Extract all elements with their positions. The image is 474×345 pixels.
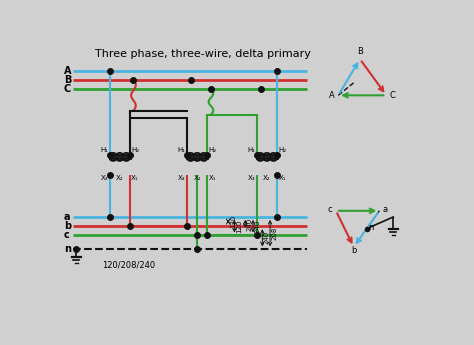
Text: 240: 240 <box>255 219 261 233</box>
Text: 120: 120 <box>236 219 242 233</box>
Text: n: n <box>64 244 71 254</box>
Text: 240: 240 <box>264 231 270 244</box>
Text: X₃: X₃ <box>178 175 186 181</box>
Text: A: A <box>64 66 72 76</box>
Text: X₁: X₁ <box>131 175 138 181</box>
Text: C: C <box>390 91 395 100</box>
Text: b: b <box>64 221 71 231</box>
Text: B: B <box>64 75 71 85</box>
Text: Three phase, three-wire, delta primary: Three phase, three-wire, delta primary <box>95 49 310 59</box>
Text: b: b <box>351 246 356 255</box>
Text: X₃: X₃ <box>248 175 255 181</box>
Text: H₂: H₂ <box>209 147 217 153</box>
Text: H₁: H₁ <box>178 147 186 153</box>
Text: A: A <box>329 91 335 100</box>
Text: B: B <box>357 47 363 56</box>
Text: X₁: X₁ <box>209 175 216 181</box>
Text: X₂: X₂ <box>116 175 124 181</box>
Text: c: c <box>328 205 332 214</box>
Text: C: C <box>64 84 71 94</box>
Text: a: a <box>64 212 71 222</box>
Text: 120: 120 <box>230 215 236 228</box>
Text: X₁: X₁ <box>278 175 286 181</box>
Text: H₁: H₁ <box>247 147 255 153</box>
Text: X₃: X₃ <box>101 175 108 181</box>
Text: H₂: H₂ <box>131 147 139 153</box>
Text: X₂: X₂ <box>263 175 271 181</box>
Text: H₁: H₁ <box>100 147 108 153</box>
Text: c: c <box>64 230 70 240</box>
Text: 120/208/240: 120/208/240 <box>102 261 155 270</box>
Text: 240: 240 <box>247 217 253 230</box>
Text: n: n <box>368 223 374 232</box>
Text: X₂: X₂ <box>193 175 201 181</box>
Text: a: a <box>383 205 388 214</box>
Text: H₂: H₂ <box>278 147 286 153</box>
Text: 208: 208 <box>272 226 278 240</box>
